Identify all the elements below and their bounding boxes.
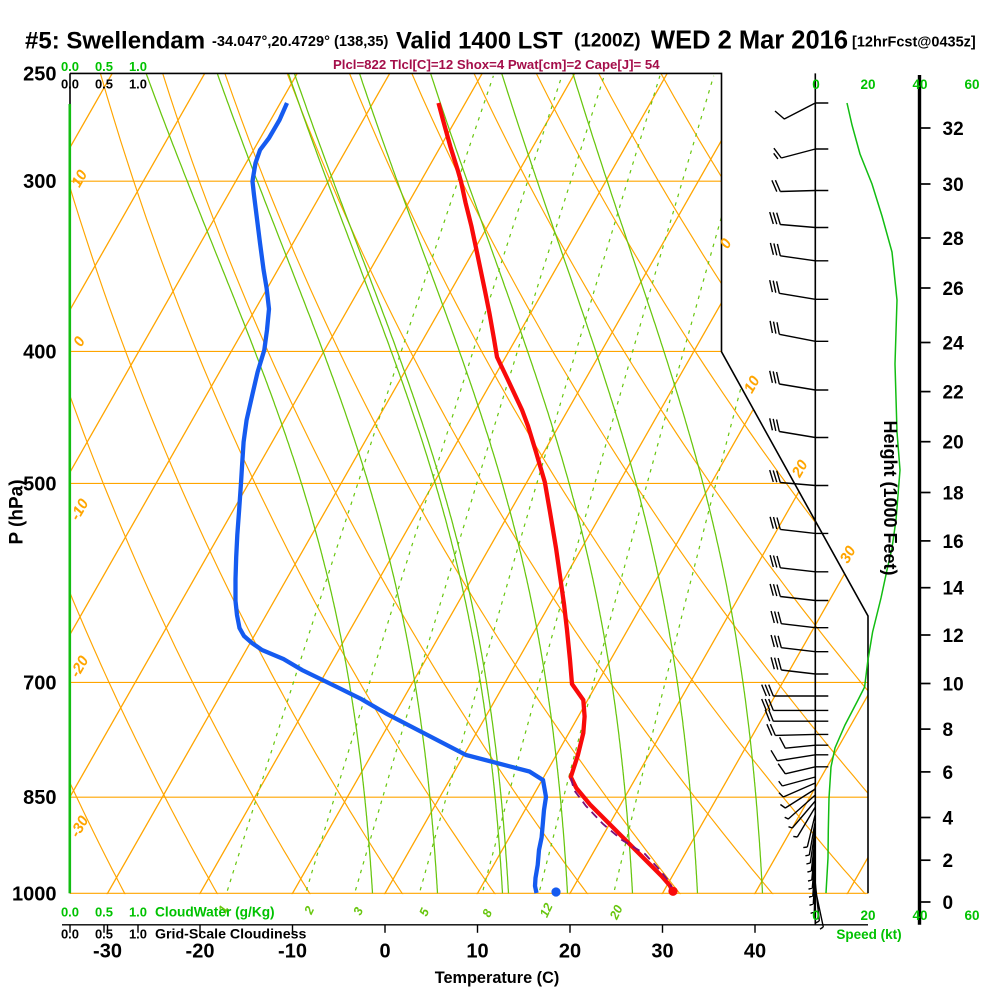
svg-text:60: 60 (964, 77, 979, 92)
svg-text:32: 32 (943, 119, 964, 140)
svg-text:Temperature (C): Temperature (C) (435, 969, 560, 987)
svg-text:4: 4 (943, 808, 954, 829)
svg-text:28: 28 (943, 229, 964, 250)
svg-text:0.5: 0.5 (95, 927, 113, 942)
svg-text:#5: Swellendam: #5: Swellendam (25, 28, 205, 55)
svg-text:0.0: 0.0 (61, 59, 79, 74)
svg-text:40: 40 (912, 77, 927, 92)
svg-text:Valid 1400 LST: Valid 1400 LST (396, 28, 563, 55)
svg-text:400: 400 (23, 341, 56, 363)
svg-text:700: 700 (23, 672, 56, 694)
svg-text:0: 0 (943, 893, 954, 914)
svg-text:1.0: 1.0 (129, 77, 147, 92)
svg-text:14: 14 (943, 579, 965, 600)
svg-text:40: 40 (744, 941, 766, 963)
svg-text:0.0: 0.0 (61, 927, 79, 942)
svg-text:1000: 1000 (12, 883, 57, 905)
svg-text:500: 500 (23, 473, 56, 495)
svg-text:2: 2 (943, 851, 954, 872)
svg-text:Speed (kt): Speed (kt) (836, 927, 901, 942)
svg-text:-10: -10 (278, 941, 307, 963)
svg-text:1.0: 1.0 (129, 927, 147, 942)
svg-text:0: 0 (812, 908, 820, 923)
svg-text:20: 20 (607, 903, 626, 922)
svg-text:20: 20 (860, 908, 875, 923)
svg-text:6: 6 (943, 763, 954, 784)
svg-text:60: 60 (964, 908, 979, 923)
svg-text:10: 10 (466, 941, 488, 963)
svg-text:20: 20 (788, 457, 812, 481)
svg-text:0.0: 0.0 (61, 77, 79, 92)
svg-text:30: 30 (837, 543, 860, 567)
svg-text:CloudWater (g/Kg): CloudWater (g/Kg) (155, 905, 275, 920)
svg-text:8: 8 (943, 720, 954, 741)
svg-text:[12hrFcst@0435z]: [12hrFcst@0435z] (852, 35, 976, 51)
svg-text:1.0: 1.0 (129, 59, 147, 74)
svg-text:12: 12 (943, 626, 964, 647)
svg-text:-34.047°,20.4729° (138,35): -34.047°,20.4729° (138,35) (212, 34, 389, 50)
svg-text:-20: -20 (186, 941, 215, 963)
svg-text:0.5: 0.5 (95, 59, 113, 74)
svg-text:12: 12 (537, 901, 556, 920)
svg-text:1.0: 1.0 (129, 905, 147, 920)
svg-text:26: 26 (943, 279, 964, 300)
svg-text:10: 10 (68, 167, 91, 191)
svg-text:22: 22 (943, 383, 964, 404)
svg-text:(1200Z): (1200Z) (574, 31, 641, 52)
svg-text:24: 24 (943, 333, 965, 354)
svg-text:30: 30 (651, 941, 673, 963)
svg-text:250: 250 (23, 63, 56, 85)
svg-text:0.5: 0.5 (95, 77, 113, 92)
svg-text:18: 18 (943, 483, 964, 504)
svg-text:0.0: 0.0 (61, 905, 79, 920)
svg-text:850: 850 (23, 787, 56, 809)
svg-text:20: 20 (559, 941, 581, 963)
svg-text:10: 10 (943, 674, 964, 695)
svg-text:0: 0 (812, 77, 820, 92)
svg-text:-30: -30 (93, 941, 122, 963)
svg-text:300: 300 (23, 171, 56, 193)
svg-text:16: 16 (943, 532, 964, 553)
svg-text:40: 40 (912, 908, 927, 923)
svg-text:0: 0 (379, 941, 390, 963)
svg-text:30: 30 (943, 175, 964, 196)
svg-text:P (hPa): P (hPa) (7, 479, 28, 544)
svg-text:Grid-Scale Cloudiness: Grid-Scale Cloudiness (155, 927, 306, 943)
svg-text:20: 20 (943, 433, 964, 454)
svg-text:WED 2 Mar 2016: WED 2 Mar 2016 (651, 27, 848, 55)
svg-text:0.5: 0.5 (95, 905, 113, 920)
svg-text:Plcl=822 Tlcl[C]=12 Shox=4 Pwa: Plcl=822 Tlcl[C]=12 Shox=4 Pwat[cm]=2 Ca… (333, 57, 660, 72)
svg-text:20: 20 (860, 77, 875, 92)
svg-text:Height (1000 Feet): Height (1000 Feet) (880, 420, 900, 575)
svg-text:10: 10 (741, 373, 764, 397)
